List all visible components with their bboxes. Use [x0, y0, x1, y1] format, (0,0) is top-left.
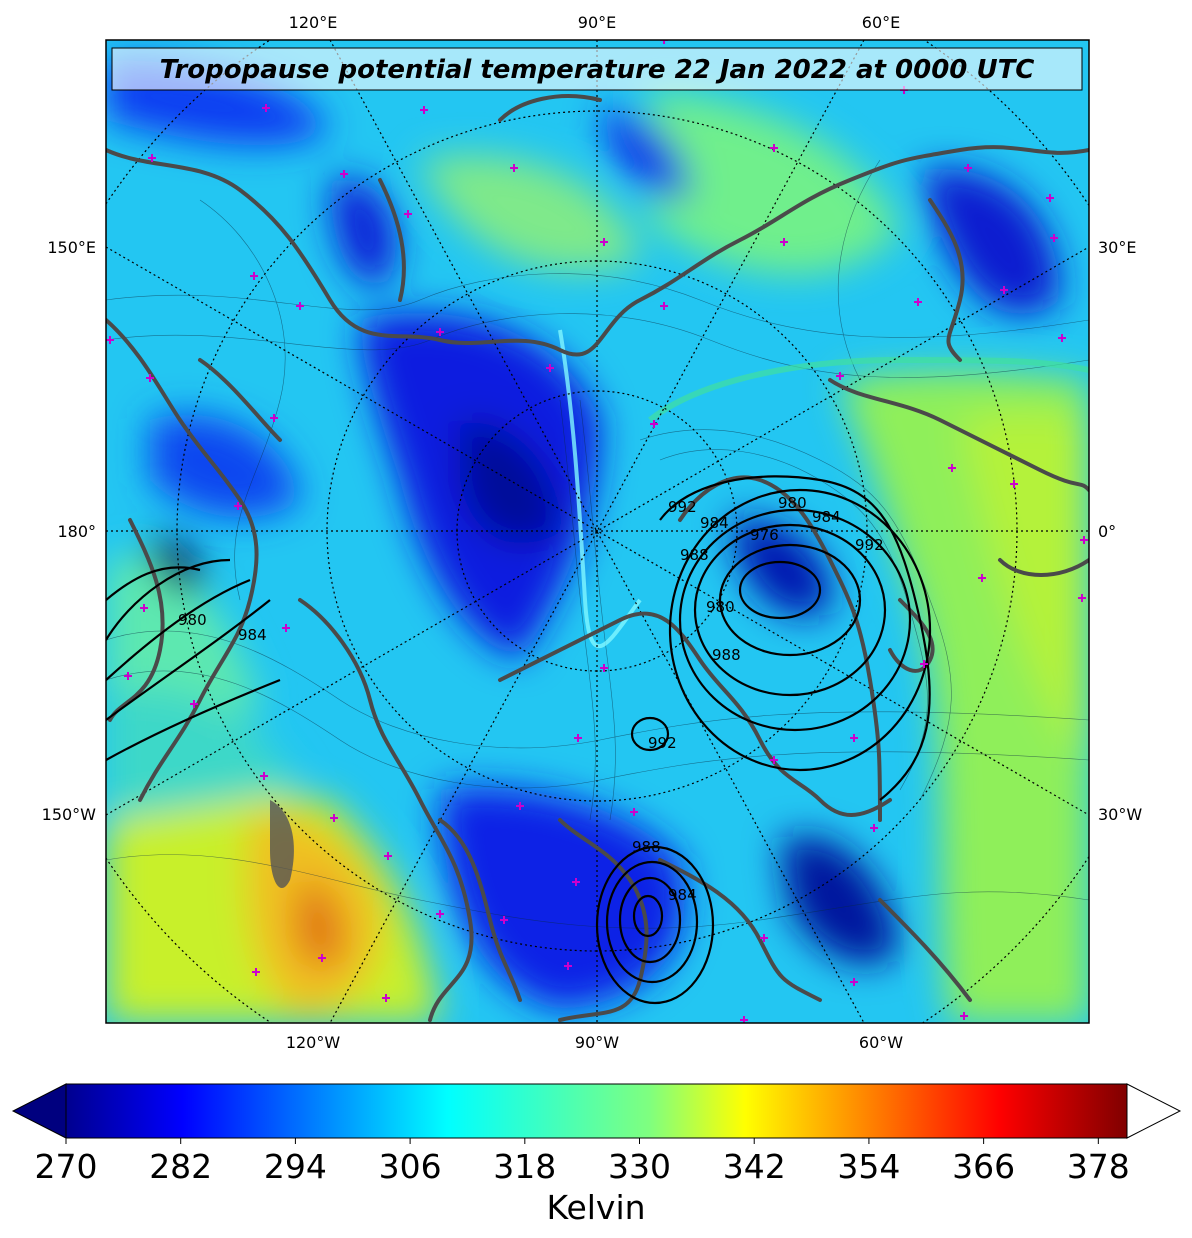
isobar-label: 988 [680, 546, 709, 564]
isobar-label: 976 [750, 526, 779, 544]
isobars [106, 475, 932, 1005]
isobar-label: 980 [778, 494, 807, 512]
colorbar-gradient [65, 1083, 1128, 1139]
colorbar-label: Kelvin [546, 1188, 645, 1227]
colorbar-tick-label: 354 [837, 1147, 900, 1186]
lon-label-right: 0° [1098, 522, 1116, 541]
jet-stream-band [558, 329, 642, 649]
isobar-label: 988 [632, 838, 661, 856]
colorbar-tick-label: 282 [149, 1147, 212, 1186]
lon-label-left: 150°W [42, 805, 97, 824]
lon-label-right: 30°W [1098, 805, 1142, 824]
lon-label-bottom: 90°W [575, 1033, 619, 1052]
colorbar: 270 282 294 306 318 330 342 354 366 378 Kelvin [11, 1083, 1182, 1227]
isobar-label: 980 [178, 611, 207, 629]
terrain-patch [270, 800, 294, 889]
lon-label-bottom: 60°W [859, 1033, 903, 1052]
colorbar-ticks: 270 282 294 306 318 330 342 354 366 378 [35, 1138, 1130, 1186]
colorbar-tick-label: 294 [264, 1147, 327, 1186]
map-title: Tropopause potential temperature 22 Jan … [160, 55, 1035, 85]
lon-label-left: 180° [57, 522, 96, 541]
colorbar-tick-label: 318 [493, 1147, 556, 1186]
isobar-label: 992 [668, 498, 697, 516]
colorbar-extend-low [11, 1083, 67, 1139]
lon-label-top: 120°E [289, 13, 338, 32]
isobar-label: 992 [855, 536, 884, 554]
lon-labels: 120°E 90°E 60°E 120°W 90°W 60°W 150°E 18… [42, 13, 1143, 1052]
lon-label-top: 60°E [862, 13, 900, 32]
lon-label-right: 30°E [1098, 238, 1136, 257]
isobar-label: 984 [238, 626, 267, 644]
frontal-band [648, 356, 1089, 423]
colorbar-tick-label: 270 [35, 1147, 98, 1186]
isobar-label: 992 [648, 734, 677, 752]
title-box [111, 47, 1083, 91]
temperature-contours [106, 159, 1089, 929]
lon-label-top: 90°E [578, 13, 616, 32]
colorbar-tick-label: 342 [723, 1147, 786, 1186]
isobar-label: 984 [812, 508, 841, 526]
graticule [106, 40, 1089, 1023]
colorbar-tick-label: 366 [952, 1147, 1015, 1186]
isobar-label: 984 [668, 886, 697, 904]
lon-label-bottom: 120°W [286, 1033, 341, 1052]
isobar-label: 980 [706, 598, 735, 616]
station-markers [106, 40, 1088, 1023]
coastlines [106, 94, 1089, 1022]
lon-label-left: 150°E [47, 238, 96, 257]
colorbar-tick-label: 306 [379, 1147, 442, 1186]
colorbar-tick-label: 330 [608, 1147, 671, 1186]
map-panel: 992 988 984 980 976 980 984 988 992 980 … [106, 40, 1089, 1023]
isobar-label: 984 [700, 514, 729, 532]
map-frame [105, 39, 1090, 1024]
colorbar-extend-high [1126, 1083, 1182, 1139]
colorbar-tick-label: 378 [1067, 1147, 1130, 1186]
isobar-label: 988 [712, 646, 741, 664]
isobar-labels: 992 988 984 980 976 980 984 988 992 980 … [178, 494, 884, 904]
